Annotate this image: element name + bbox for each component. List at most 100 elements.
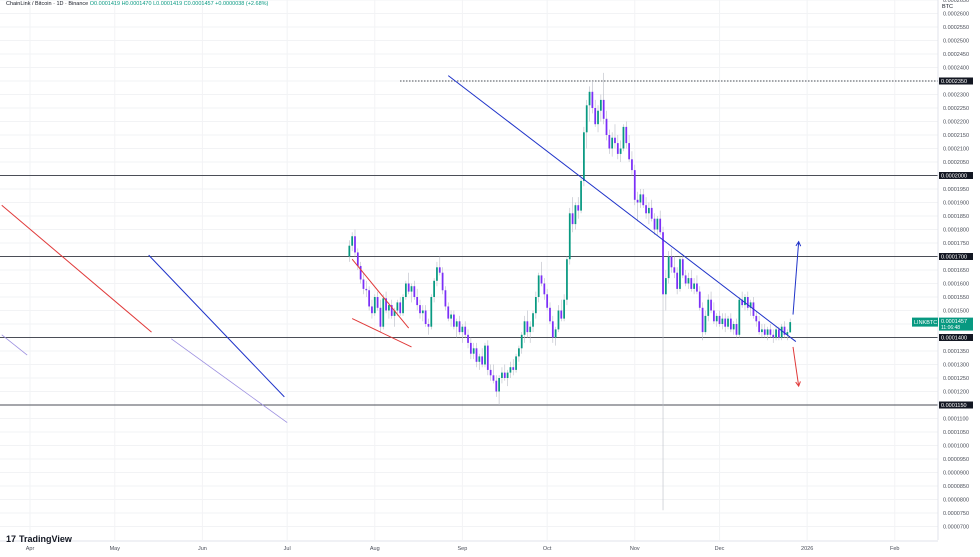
candle[interactable] — [738, 299, 741, 335]
trendline[interactable] — [351, 258, 410, 329]
candle[interactable] — [433, 280, 435, 297]
candle[interactable] — [351, 236, 354, 246]
candle[interactable] — [631, 159, 633, 171]
candle[interactable] — [467, 334, 469, 343]
candle[interactable] — [769, 329, 772, 335]
candle[interactable] — [413, 286, 416, 297]
candle[interactable] — [577, 205, 580, 211]
candle[interactable] — [421, 310, 424, 314]
candle[interactable] — [633, 170, 636, 200]
candle[interactable] — [534, 297, 537, 314]
candle[interactable] — [461, 326, 464, 333]
candle[interactable] — [390, 305, 393, 316]
candle[interactable] — [659, 218, 662, 233]
candle[interactable] — [619, 148, 622, 154]
candle[interactable] — [591, 91, 594, 108]
candle[interactable] — [444, 290, 447, 307]
candle[interactable] — [478, 356, 481, 362]
candle[interactable] — [583, 132, 585, 181]
candle[interactable] — [523, 321, 526, 335]
candle[interactable] — [560, 310, 563, 319]
candle[interactable] — [526, 321, 529, 333]
candle[interactable] — [758, 321, 760, 333]
candle[interactable] — [721, 318, 724, 324]
candle[interactable] — [458, 321, 461, 333]
candle[interactable] — [501, 372, 503, 378]
candle[interactable] — [727, 318, 729, 327]
candle[interactable] — [772, 334, 775, 338]
candle[interactable] — [512, 367, 515, 370]
candle[interactable] — [667, 256, 670, 279]
candle[interactable] — [549, 307, 551, 322]
candle[interactable] — [385, 298, 387, 311]
candle[interactable] — [416, 297, 419, 306]
candle[interactable] — [402, 297, 404, 314]
candle[interactable] — [648, 207, 650, 214]
candle[interactable] — [441, 272, 444, 291]
candle[interactable] — [639, 194, 642, 203]
candle[interactable] — [715, 315, 718, 322]
candle[interactable] — [399, 302, 402, 314]
candle[interactable] — [509, 367, 512, 373]
candle[interactable] — [453, 314, 455, 327]
candle[interactable] — [348, 245, 351, 257]
candle[interactable] — [376, 297, 379, 308]
candle[interactable] — [427, 324, 430, 327]
candle[interactable] — [469, 342, 472, 354]
candle[interactable] — [436, 267, 438, 281]
candle[interactable] — [464, 326, 467, 335]
candle[interactable] — [780, 326, 783, 338]
candle[interactable] — [766, 329, 769, 335]
candle[interactable] — [614, 137, 616, 144]
candle[interactable] — [475, 348, 478, 362]
candle[interactable] — [775, 329, 777, 338]
candle[interactable] — [602, 99, 605, 119]
candle[interactable] — [486, 345, 489, 370]
candle[interactable] — [608, 135, 611, 149]
candle[interactable] — [532, 313, 534, 327]
candle[interactable] — [379, 307, 382, 327]
candle[interactable] — [388, 305, 390, 311]
trendline[interactable] — [1, 334, 28, 356]
candle[interactable] — [732, 324, 735, 330]
candle[interactable] — [698, 291, 701, 308]
candle[interactable] — [778, 329, 780, 338]
candle[interactable] — [430, 297, 433, 327]
candle[interactable] — [684, 275, 687, 284]
candle[interactable] — [690, 278, 693, 289]
candle[interactable] — [373, 297, 376, 314]
candle[interactable] — [568, 213, 571, 260]
candle[interactable] — [455, 321, 458, 327]
candle[interactable] — [438, 267, 441, 273]
candle[interactable] — [718, 315, 721, 324]
candle[interactable] — [724, 318, 727, 327]
trendline[interactable] — [171, 338, 288, 423]
candle[interactable] — [515, 356, 517, 370]
candle[interactable] — [382, 298, 385, 327]
candle[interactable] — [356, 252, 359, 266]
candle[interactable] — [407, 283, 410, 292]
trendline[interactable] — [1, 204, 152, 333]
candle[interactable] — [656, 218, 659, 230]
candle[interactable] — [580, 180, 582, 211]
candle[interactable] — [594, 108, 597, 125]
trendline[interactable] — [447, 75, 797, 342]
candle[interactable] — [574, 205, 577, 225]
candle[interactable] — [673, 267, 676, 273]
candle[interactable] — [424, 310, 427, 325]
candle[interactable] — [354, 236, 356, 253]
candle[interactable] — [749, 302, 752, 308]
candle[interactable] — [520, 334, 523, 349]
candle[interactable] — [704, 315, 707, 333]
candle[interactable] — [540, 275, 543, 284]
candle[interactable] — [518, 348, 520, 357]
candle[interactable] — [551, 321, 554, 338]
candle[interactable] — [735, 324, 738, 335]
candle[interactable] — [693, 283, 695, 289]
candle[interactable] — [789, 322, 792, 333]
candle[interactable] — [571, 213, 574, 225]
candle[interactable] — [543, 283, 546, 295]
candle[interactable] — [636, 199, 639, 203]
trendline[interactable] — [148, 254, 285, 398]
